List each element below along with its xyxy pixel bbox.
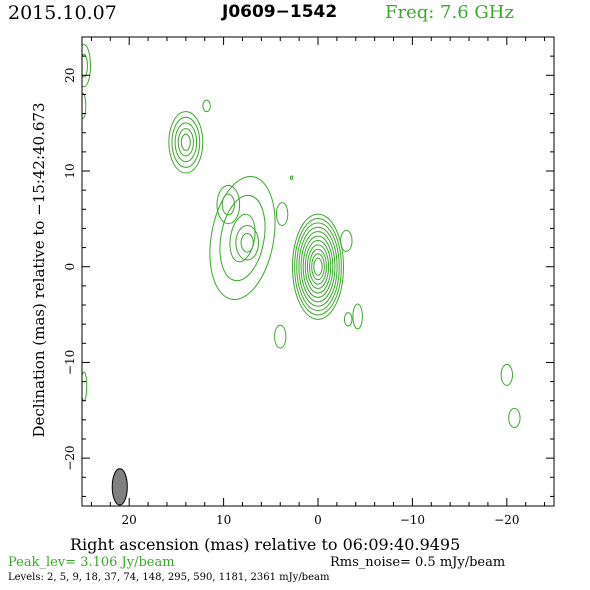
y-tick-label: 10 (63, 163, 77, 178)
contour-line (202, 99, 211, 113)
x-tick-label: −20 (494, 513, 519, 527)
contour-levels: Levels: 2, 5, 9, 18, 37, 74, 148, 295, 5… (8, 572, 330, 583)
contour-line (306, 244, 330, 290)
x-tick-label: 10 (216, 513, 231, 527)
contour-line (289, 175, 294, 180)
contour-line (313, 257, 323, 276)
contour-line (300, 231, 336, 303)
y-axis-label-container: Declination (mas) relative to −15:42:40.… (30, 102, 48, 437)
contour-line (304, 239, 332, 294)
y-tick-label: 0 (63, 263, 77, 271)
contour-line (302, 235, 334, 298)
contour-line (180, 133, 191, 151)
plot-frame (81, 36, 555, 507)
observation-date: 2015.10.07 (8, 2, 117, 24)
contour-line (174, 122, 198, 163)
y-tick-label: −20 (63, 445, 77, 470)
contour-line (352, 303, 363, 330)
x-axis-label: Right ascension (mas) relative to 06:09:… (70, 535, 461, 554)
contour-line (168, 111, 204, 174)
contour-line (171, 116, 201, 168)
contour-line (294, 217, 342, 316)
x-tick-label: −10 (400, 513, 425, 527)
contour-line (82, 92, 87, 119)
contour-line (309, 248, 327, 285)
contour-line (311, 253, 325, 281)
contour-line (500, 363, 513, 386)
contour-line (219, 194, 266, 282)
contour-line (292, 213, 344, 320)
contour-line (240, 232, 254, 253)
y-tick-label: 20 (63, 68, 77, 83)
contour-line (298, 226, 338, 307)
contour-line (229, 213, 256, 263)
contour-line (343, 312, 353, 327)
contour-line (274, 324, 287, 349)
contour-line (275, 202, 289, 227)
y-tick-label: −10 (63, 350, 77, 375)
contour-line (508, 407, 521, 429)
rms-noise: Rms_noise= 0.5 mJy/beam (330, 555, 506, 570)
contour-group (82, 44, 521, 429)
x-tick-label: 0 (314, 513, 322, 527)
beam-ellipse (111, 468, 128, 506)
y-axis-label: Declination (mas) relative to −15:42:40.… (30, 102, 48, 437)
contour-line (82, 53, 88, 78)
contour-line (296, 222, 340, 312)
contour-line (221, 193, 235, 216)
frequency-label: Freq: 7.6 GHz (385, 2, 514, 23)
contour-line (235, 225, 260, 261)
x-tick-label: 20 (122, 513, 137, 527)
peak-level: Peak_lev= 3.106 Jy/beam (8, 555, 175, 570)
contour-line (82, 44, 91, 88)
contour-line (216, 184, 241, 225)
contour-line (177, 128, 194, 157)
contour-line (340, 229, 353, 252)
source-name: J0609−1542 (222, 2, 338, 22)
contour-line (209, 175, 276, 301)
